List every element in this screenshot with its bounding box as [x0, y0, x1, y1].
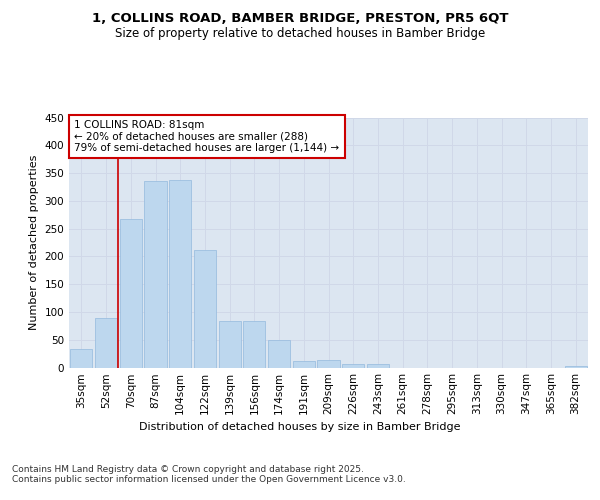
- Text: Contains HM Land Registry data © Crown copyright and database right 2025.
Contai: Contains HM Land Registry data © Crown c…: [12, 465, 406, 484]
- Bar: [243, 322, 265, 368]
- Y-axis label: Number of detached properties: Number of detached properties: [29, 155, 39, 330]
- Bar: [268, 340, 290, 367]
- Bar: [70, 349, 92, 368]
- Bar: [565, 366, 587, 368]
- Bar: [218, 322, 241, 368]
- Bar: [317, 360, 340, 368]
- Bar: [194, 250, 216, 368]
- Text: 1, COLLINS ROAD, BAMBER BRIDGE, PRESTON, PR5 6QT: 1, COLLINS ROAD, BAMBER BRIDGE, PRESTON,…: [92, 12, 508, 26]
- Bar: [293, 362, 315, 368]
- Text: Size of property relative to detached houses in Bamber Bridge: Size of property relative to detached ho…: [115, 28, 485, 40]
- Bar: [169, 180, 191, 368]
- Bar: [95, 318, 117, 368]
- Bar: [145, 182, 167, 368]
- Bar: [119, 218, 142, 368]
- Text: Distribution of detached houses by size in Bamber Bridge: Distribution of detached houses by size …: [139, 422, 461, 432]
- Text: 1 COLLINS ROAD: 81sqm
← 20% of detached houses are smaller (288)
79% of semi-det: 1 COLLINS ROAD: 81sqm ← 20% of detached …: [74, 120, 340, 153]
- Bar: [342, 364, 364, 368]
- Bar: [367, 364, 389, 368]
